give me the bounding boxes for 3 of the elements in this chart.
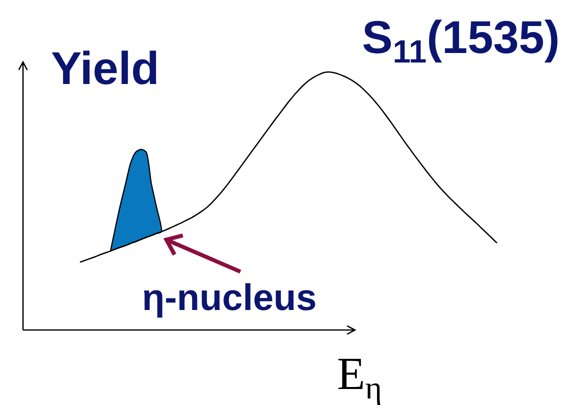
series-label: η-nucleus <box>142 277 317 318</box>
series-label: S$_{11}$(1535) <box>362 11 560 70</box>
y-axis-title: Yield <box>51 42 160 94</box>
